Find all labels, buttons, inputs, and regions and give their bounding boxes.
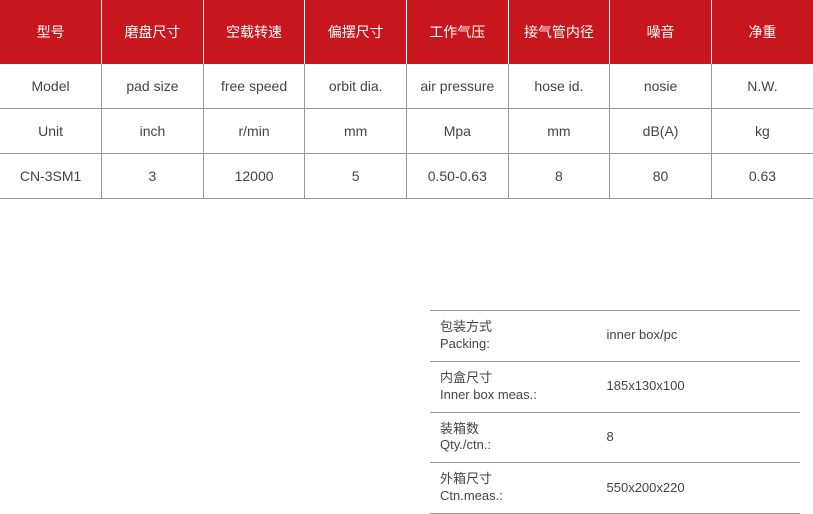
table-cell: 3: [102, 154, 204, 199]
spec-header-cell: 工作气压: [407, 0, 509, 64]
spec-header-row: 型号 磨盘尺寸 空载转速 偏摆尺寸 工作气压 接气管内径 噪音 净重: [0, 0, 813, 64]
table-cell: 5: [305, 154, 407, 199]
table-row: 装箱数 Qty./ctn.: 8: [430, 412, 800, 463]
spec-header-cell: 空载转速: [203, 0, 305, 64]
spec-header-cell: 型号: [0, 0, 102, 64]
table-cell: CN-3SM1: [0, 154, 102, 199]
packing-label-cn: 装箱数: [440, 421, 479, 436]
spec-header-cell: 接气管内径: [508, 0, 610, 64]
packing-label: 包装方式 Packing:: [430, 311, 597, 362]
packing-value: 550x200x220: [597, 463, 801, 514]
packing-label-cn: 外箱尺寸: [440, 471, 492, 486]
table-cell: 0.63: [711, 154, 813, 199]
table-cell: air pressure: [407, 64, 509, 109]
table-row: Unit inch r/min mm Mpa mm dB(A) kg: [0, 109, 813, 154]
spec-header-cell: 净重: [711, 0, 813, 64]
packing-label: 装箱数 Qty./ctn.:: [430, 412, 597, 463]
packing-label-cn: 包装方式: [440, 319, 492, 334]
table-cell: kg: [711, 109, 813, 154]
table-cell: dB(A): [610, 109, 712, 154]
packing-label-en: Ctn.meas.:: [440, 488, 503, 503]
spec-table: 型号 磨盘尺寸 空载转速 偏摆尺寸 工作气压 接气管内径 噪音 净重 Model…: [0, 0, 813, 199]
table-cell: nosie: [610, 64, 712, 109]
table-cell: 12000: [203, 154, 305, 199]
packing-label: 外箱尺寸 Ctn.meas.:: [430, 463, 597, 514]
packing-label-en: Inner box meas.:: [440, 387, 537, 402]
packing-label: 内盒尺寸 Inner box meas.:: [430, 361, 597, 412]
packing-value: 8: [597, 412, 801, 463]
spec-header-cell: 磨盘尺寸: [102, 0, 204, 64]
packing-label-en: Packing:: [440, 336, 490, 351]
table-cell: orbit dia.: [305, 64, 407, 109]
table-cell: Unit: [0, 109, 102, 154]
table-cell: mm: [508, 109, 610, 154]
spec-header-cell: 偏摆尺寸: [305, 0, 407, 64]
table-cell: 0.50-0.63: [407, 154, 509, 199]
table-cell: inch: [102, 109, 204, 154]
table-cell: hose id.: [508, 64, 610, 109]
packing-value: inner box/pc: [597, 311, 801, 362]
table-row: Model pad size free speed orbit dia. air…: [0, 64, 813, 109]
packing-label-en: Qty./ctn.:: [440, 437, 491, 452]
table-cell: mm: [305, 109, 407, 154]
table-cell: free speed: [203, 64, 305, 109]
table-cell: r/min: [203, 109, 305, 154]
packing-table-container: 包装方式 Packing: inner box/pc 内盒尺寸 Inner bo…: [430, 310, 800, 514]
table-cell: Mpa: [407, 109, 509, 154]
table-row: 外箱尺寸 Ctn.meas.: 550x200x220: [430, 463, 800, 514]
table-cell: pad size: [102, 64, 204, 109]
table-cell: N.W.: [711, 64, 813, 109]
packing-value: 185x130x100: [597, 361, 801, 412]
table-row: CN-3SM1 3 12000 5 0.50-0.63 8 80 0.63: [0, 154, 813, 199]
spec-header-cell: 噪音: [610, 0, 712, 64]
packing-label-cn: 内盒尺寸: [440, 370, 492, 385]
table-row: 内盒尺寸 Inner box meas.: 185x130x100: [430, 361, 800, 412]
table-cell: 8: [508, 154, 610, 199]
table-cell: 80: [610, 154, 712, 199]
table-row: 包装方式 Packing: inner box/pc: [430, 311, 800, 362]
packing-table: 包装方式 Packing: inner box/pc 内盒尺寸 Inner bo…: [430, 310, 800, 514]
table-cell: Model: [0, 64, 102, 109]
